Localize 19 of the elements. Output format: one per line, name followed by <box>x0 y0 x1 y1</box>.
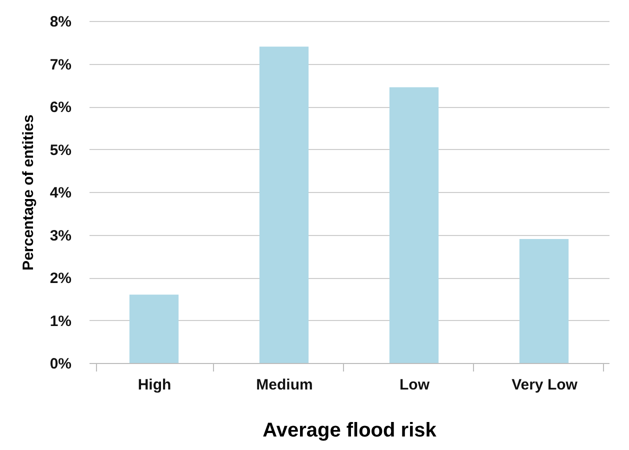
y-tick-label: 1% <box>50 312 72 330</box>
x-tick-label: Low <box>400 376 430 394</box>
y-tick-label: 6% <box>50 99 72 116</box>
y-tick-label: 7% <box>50 56 72 74</box>
x-tick-label: High <box>138 376 172 394</box>
bar <box>129 294 179 363</box>
x-axis-title: Average flood risk <box>262 420 438 442</box>
y-tick-label: 0% <box>50 356 72 372</box>
y-axis-title: Percentage of entities <box>20 114 37 270</box>
x-tick-label: Medium <box>256 376 313 394</box>
y-tick-label: 4% <box>50 184 72 202</box>
y-tick-label: 5% <box>50 142 72 159</box>
bar <box>259 46 309 363</box>
x-tick-label: Very Low <box>512 376 578 394</box>
bar <box>389 87 439 363</box>
y-tick-label: 3% <box>50 227 72 244</box>
y-tick-label: 8% <box>50 14 72 30</box>
bar <box>519 239 569 363</box>
y-tick-label: 2% <box>50 270 72 287</box>
